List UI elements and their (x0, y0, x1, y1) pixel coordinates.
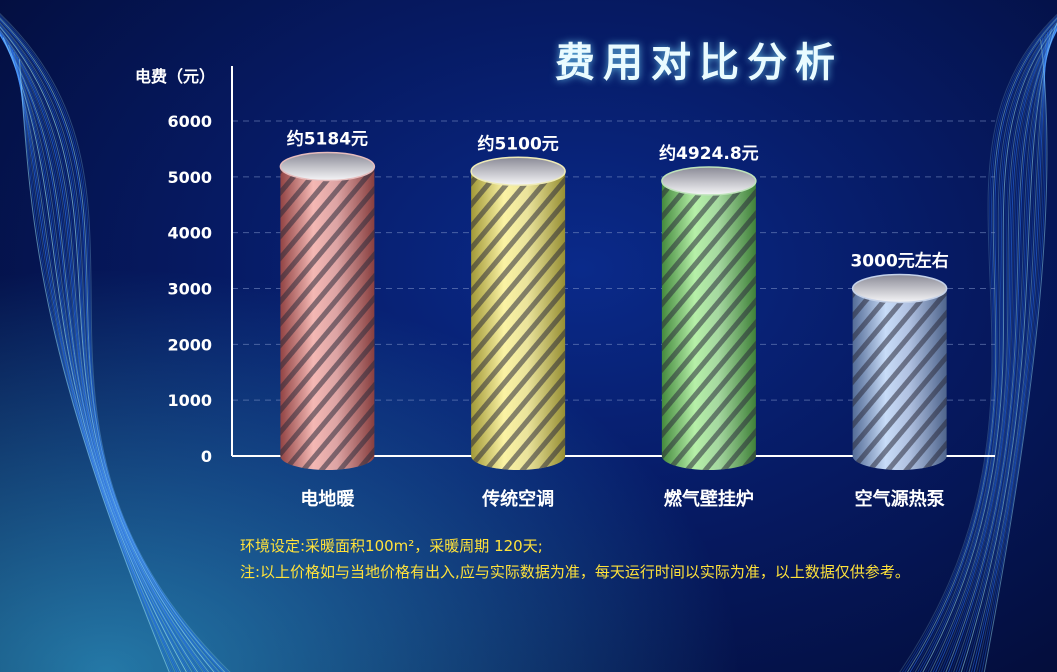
page-title: 费用对比分析 (555, 40, 843, 86)
data-label: 约5100元 (477, 133, 558, 154)
x-tick-label: 燃气壁挂炉 (664, 488, 754, 510)
y-tick-label: 4000 (167, 224, 212, 243)
data-label: 3000元左右 (850, 251, 948, 272)
y-tick-label: 1000 (167, 391, 212, 410)
environment-note: 环境设定:采暖面积100m²，采暖周期 120天; (240, 537, 543, 555)
y-tick-label: 0 (201, 447, 212, 466)
data-label: 约4924.8元 (659, 143, 759, 164)
data-label: 约5184元 (287, 129, 368, 150)
bar-1 (279, 151, 376, 471)
bar-3 (661, 166, 757, 471)
bar-2 (470, 156, 566, 470)
x-tick-label: 电地暖 (300, 488, 355, 510)
y-tick-label: 3000 (167, 280, 212, 299)
y-tick-label: 5000 (167, 168, 212, 187)
y-axis-label: 电费（元） (135, 67, 215, 86)
disclaimer-note: 注:以上价格如与当地价格有出入,应与实际数据为准，每天运行时间以实际为准，以上数… (240, 563, 910, 581)
bar-4 (851, 273, 948, 471)
x-tick-label: 传统空调 (481, 488, 554, 510)
x-tick-label: 空气源热泵 (855, 488, 945, 510)
y-tick-label: 2000 (167, 335, 212, 354)
y-tick-label: 6000 (167, 112, 212, 131)
